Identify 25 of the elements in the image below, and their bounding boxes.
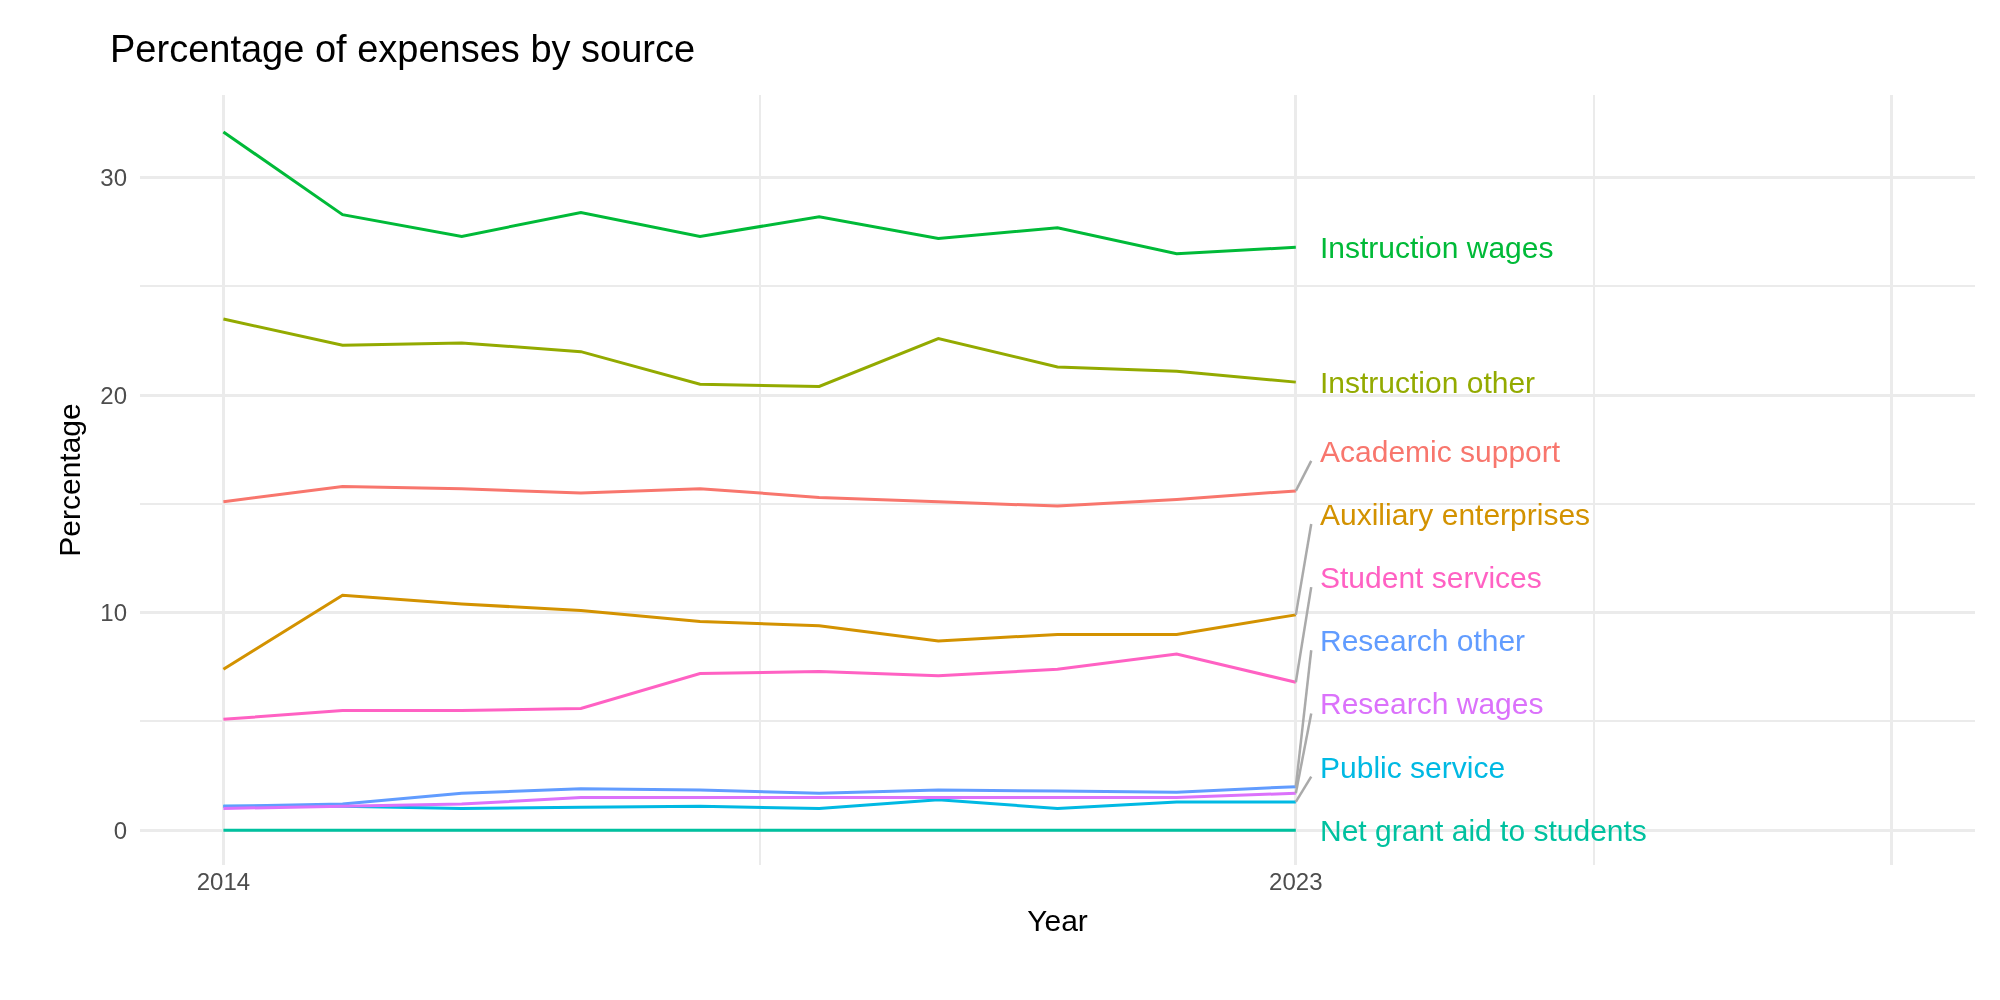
line-series [221,485,1298,508]
x-tick-label: 2023 [1269,868,1323,895]
chart-title: Percentage of expenses by source [110,27,696,70]
line-series [221,785,1298,808]
text: Research other [1320,624,1526,657]
y-tick-label: 10 [100,599,127,627]
y-tick-label: 20 [100,381,127,409]
y-tick-label: 30 [100,164,127,192]
series-label: Academic support [1320,435,1561,468]
series-label: Instruction wages [1320,231,1554,264]
line-series [221,130,1298,256]
text: Student services [1320,561,1542,594]
line-series [221,791,1298,810]
y-tick-label: 0 [113,816,127,844]
series-label: Net grant aid to students [1320,814,1647,847]
y-axis-title: Percentage [53,403,87,557]
text: Auxiliary enterprises [1320,498,1591,531]
line-series [221,593,1298,671]
text: Research wages [1320,687,1544,720]
series-label: Instruction other [1320,366,1536,399]
x-axis-title: Year [1027,903,1088,937]
line-series [221,652,1298,721]
series-label: Public service [1320,751,1506,784]
x-tick-label: 2014 [196,868,251,895]
line-series [221,317,1298,388]
